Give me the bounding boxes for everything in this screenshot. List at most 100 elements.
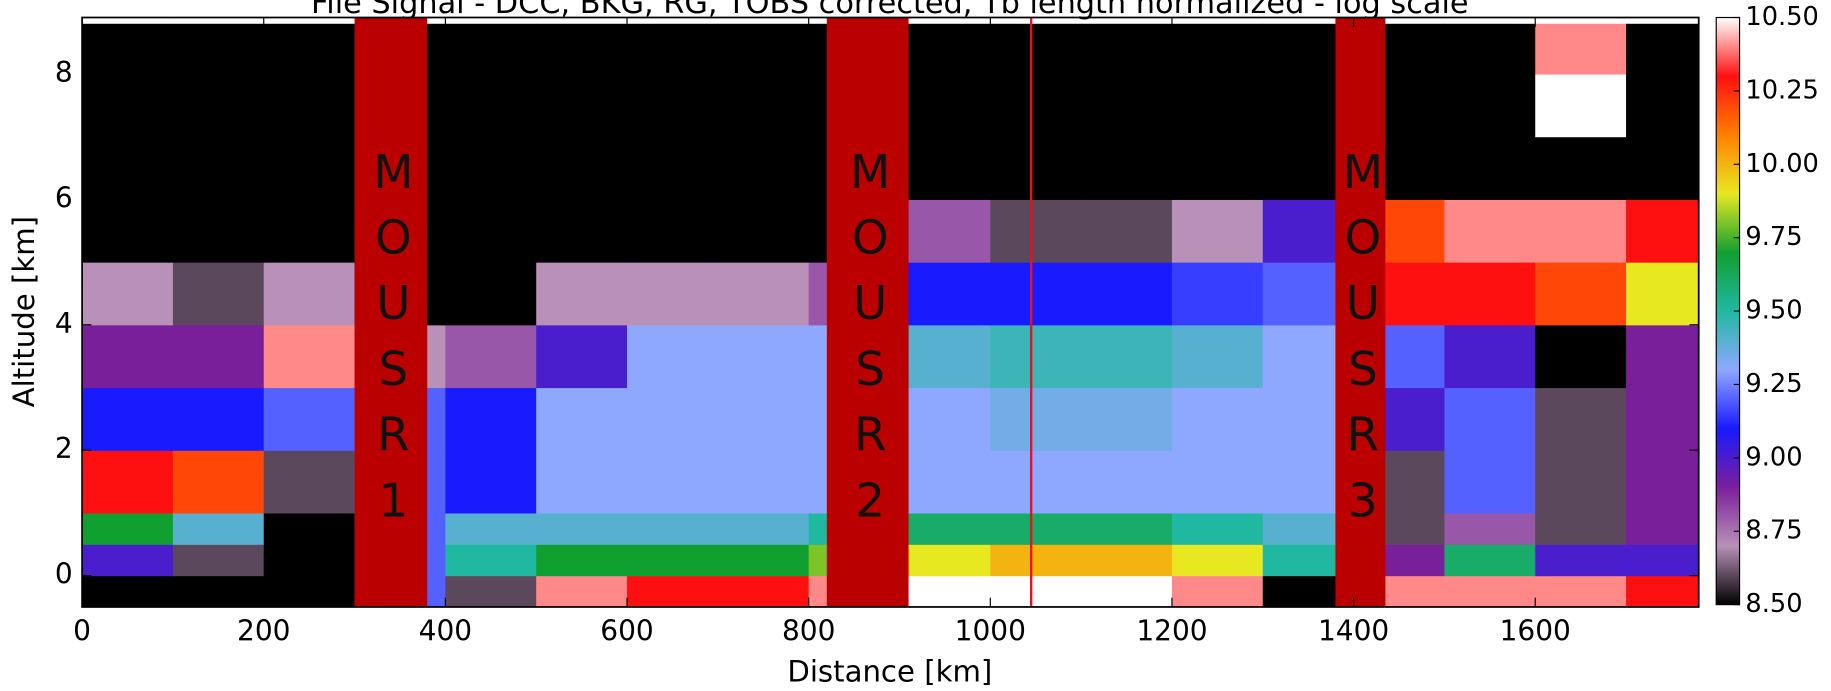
heatmap-cell: [1081, 199, 1173, 263]
heatmap-cell: [990, 324, 1082, 389]
colorbar-tick-label: 10.00: [1745, 149, 1818, 179]
heatmap-cell: [1444, 199, 1536, 263]
heatmap-cell: [717, 73, 810, 138]
heatmap-cell: [536, 199, 628, 263]
heatmap-cell: [717, 262, 810, 326]
band-label: MOUSR3: [1336, 146, 1390, 540]
heatmap-cell: [627, 450, 719, 514]
heatmap-cell: [1626, 23, 1700, 75]
heatmap-cell: [1535, 512, 1627, 545]
heatmap-cell: [1081, 512, 1173, 545]
heatmap-cell: [627, 136, 719, 200]
heatmap-cell: [627, 387, 719, 451]
heatmap-cell: [627, 575, 719, 608]
heatmap-cell: [717, 387, 810, 451]
y-tick-label: 4: [55, 307, 73, 340]
heatmap-cell: [627, 199, 719, 263]
plot-frame: [81, 16, 1700, 608]
y-axis-label: Altitude [km]: [7, 216, 41, 407]
x-tick-label: 600: [600, 615, 653, 648]
heatmap-cell: [1171, 136, 1264, 200]
heatmap-cell: [536, 324, 628, 389]
heatmap-cell: [1535, 387, 1627, 451]
colorbar-tick-label: 8.75: [1745, 516, 1802, 546]
heatmap-cell: [82, 73, 174, 138]
heatmap-cell: [627, 544, 719, 577]
heatmap-cell: [717, 324, 810, 389]
heatmap-cell: [627, 324, 719, 389]
heatmap-cell: [445, 575, 537, 608]
heatmap-cell: [899, 324, 991, 389]
x-tick-label: 1600: [1500, 615, 1571, 648]
heatmap-cell: [172, 544, 265, 577]
heatmap-cell: [172, 575, 265, 608]
colorbar-tick-label: 10.50: [1745, 2, 1818, 32]
heatmap-cell: [263, 512, 356, 545]
heatmap-cell: [172, 199, 265, 263]
heatmap-cell: [1081, 575, 1173, 608]
heatmap-cell: [717, 575, 810, 608]
heatmap-cell: [263, 387, 356, 451]
colorbar-tick-label: 9.25: [1745, 369, 1802, 399]
heatmap-cell: [172, 73, 265, 138]
chart-title: File Signal - DCC, BKG, RG, TOBS correct…: [311, 0, 1469, 21]
heatmap-cell: [263, 136, 356, 200]
colorbar-tick-label: 9.50: [1745, 296, 1802, 326]
heatmap-cell: [1535, 199, 1627, 263]
heatmap-cell: [1535, 450, 1627, 514]
heatmap-cell: [445, 544, 537, 577]
heatmap-cell: [172, 262, 265, 326]
heatmap-cell: [990, 544, 1082, 577]
heatmap-cell: [263, 73, 356, 138]
heatmap-cell: [172, 324, 265, 389]
x-tick-label: 0: [73, 615, 91, 648]
heatmap-cell: [82, 136, 174, 200]
heatmap-cell: [899, 136, 991, 200]
heatmap-cell: [445, 199, 537, 263]
heatmap-cell: [445, 324, 537, 389]
heatmap-cell: [1626, 387, 1700, 451]
heatmap-cell: [1626, 324, 1700, 389]
heatmap-cell: [1444, 575, 1536, 608]
heatmap-cell: [263, 23, 356, 75]
heatmap-cell: [263, 324, 356, 389]
heatmap-cell: [263, 262, 356, 326]
heatmap-cell: [1535, 136, 1627, 200]
x-tick-label: 400: [419, 615, 472, 648]
heatmap-cell: [1444, 73, 1536, 138]
heatmap-cell: [536, 136, 628, 200]
heatmap-cell: [1171, 544, 1264, 577]
colorbar-tick-label: 8.50: [1745, 589, 1802, 619]
heatmap-cell: [1171, 262, 1264, 326]
heatmap-cell: [899, 512, 991, 545]
heatmap-cell: [899, 575, 991, 608]
heatmap-cell: [1081, 73, 1173, 138]
heatmap-cell: [536, 23, 628, 75]
heatmap-cell: [1081, 387, 1173, 451]
heatmap-cell: [717, 512, 810, 545]
heatmap-cell: [445, 136, 537, 200]
heatmap-cell: [82, 387, 174, 451]
heatmap-cell: [899, 450, 991, 514]
heatmap-cell: [536, 387, 628, 451]
heatmap-cell: [1626, 544, 1700, 577]
heatmap-cell: [990, 136, 1082, 200]
heatmap-cell: [172, 387, 265, 451]
heatmap-cell: [445, 387, 537, 451]
heatmap-cell: [1626, 73, 1700, 138]
heatmap-cell: [990, 387, 1082, 451]
heatmap-cell: [990, 262, 1082, 326]
heatmap-cell: [1081, 324, 1173, 389]
heatmap-cell: [627, 512, 719, 545]
heatmap-cell: [899, 544, 991, 577]
heatmap-cell: [1626, 262, 1700, 326]
heatmap-cell: [82, 262, 174, 326]
colorbar-tick-label: 9.00: [1745, 442, 1802, 472]
heatmap-cell: [536, 262, 628, 326]
heatmap-cell: [1444, 262, 1536, 326]
x-tick-label: 200: [237, 615, 290, 648]
heatmap-cell: [1626, 450, 1700, 514]
heatmap-cell: [717, 23, 810, 75]
y-tick-label: 2: [55, 432, 73, 465]
heatmap-cell: [1444, 512, 1536, 545]
